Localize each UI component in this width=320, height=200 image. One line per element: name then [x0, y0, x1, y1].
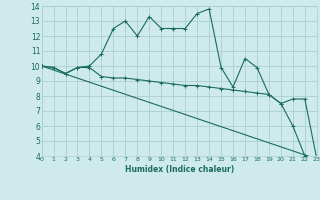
X-axis label: Humidex (Indice chaleur): Humidex (Indice chaleur) [124, 165, 234, 174]
